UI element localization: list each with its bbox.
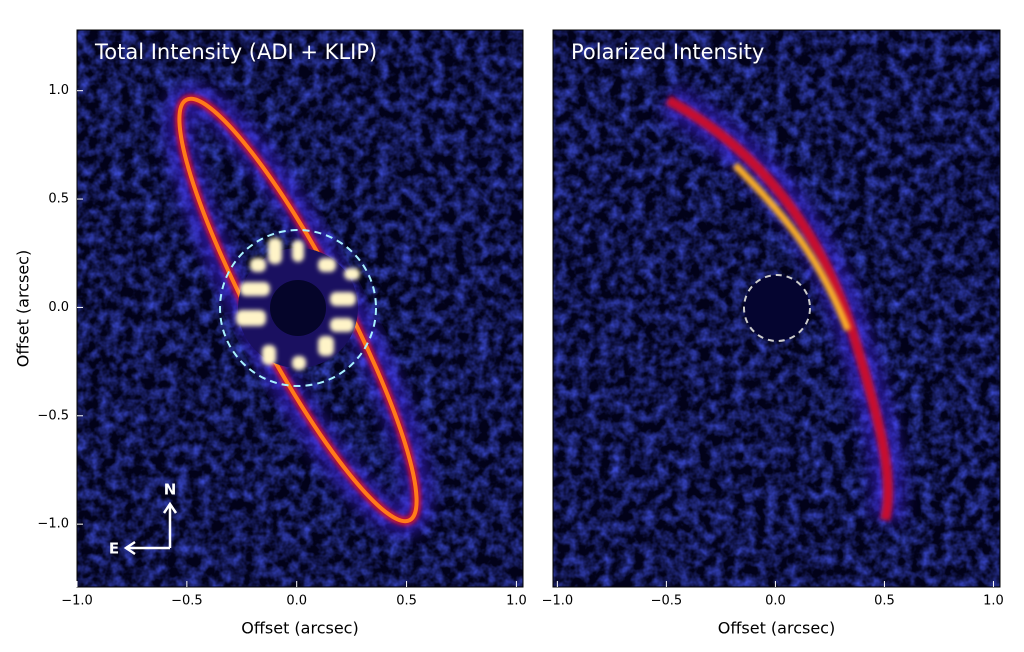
image-left: [77, 30, 523, 587]
image-right: [553, 30, 1000, 587]
x-tick-label: 0.0: [286, 594, 307, 609]
y-tick-label: 0.0: [48, 300, 69, 315]
x-tick-label: −0.5: [171, 594, 203, 609]
x-tick-label: −1.0: [61, 594, 93, 609]
x-tick-label: 1.0: [506, 594, 527, 609]
axes-frame: [76, 29, 524, 588]
axes-frame: [552, 29, 1001, 588]
x-tick-label: −0.5: [651, 594, 683, 609]
x-axis-label: Offset (arcsec): [718, 619, 835, 638]
x-tick-label: 0.5: [874, 594, 895, 609]
x-tick-label: 0.5: [396, 594, 417, 609]
panel-title: Polarized Intensity: [571, 40, 764, 64]
x-tick-label: 1.0: [983, 594, 1004, 609]
x-tick-label: −1.0: [542, 594, 574, 609]
compass-east: E: [109, 540, 119, 558]
panel-title: Total Intensity (ADI + KLIP): [94, 40, 377, 64]
x-axis-label: Offset (arcsec): [241, 619, 358, 638]
y-tick-label: −0.5: [37, 408, 69, 423]
y-tick-label: 0.5: [48, 192, 69, 207]
y-axis-label: Offset (arcsec): [14, 250, 33, 367]
y-tick-label: 1.0: [48, 83, 69, 98]
x-tick-label: 0.0: [765, 594, 786, 609]
y-tick-label: −1.0: [37, 517, 69, 532]
compass-north: N: [164, 481, 177, 499]
